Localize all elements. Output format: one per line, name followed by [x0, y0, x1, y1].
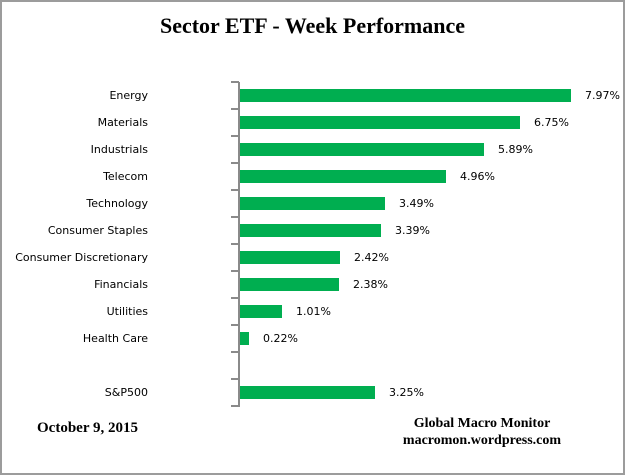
axis-tick: [231, 81, 239, 83]
chart-title: Sector ETF - Week Performance: [159, 13, 466, 38]
value-label: 3.49%: [399, 197, 434, 210]
bar: [240, 170, 446, 183]
category-label: Utilities: [106, 305, 148, 318]
axis-tick: [231, 297, 239, 299]
axis-tick: [231, 189, 239, 191]
bar: [240, 224, 381, 237]
bar: [240, 386, 375, 399]
axis-tick: [231, 270, 239, 272]
axis-tick: [231, 378, 239, 380]
axis-tick: [231, 351, 239, 353]
category-label: Telecom: [103, 170, 148, 183]
bar: [240, 89, 571, 102]
category-label: Consumer Discretionary: [15, 251, 148, 264]
value-label: 3.25%: [389, 386, 424, 399]
bar: [240, 143, 484, 156]
axis-tick: [231, 108, 239, 110]
bar: [240, 251, 340, 264]
value-label: 2.38%: [353, 278, 388, 291]
category-label: Technology: [86, 197, 148, 210]
category-label: Industrials: [90, 143, 148, 156]
value-label: 2.42%: [354, 251, 389, 264]
bar: [240, 278, 339, 291]
value-label: 3.39%: [395, 224, 430, 237]
axis-tick: [231, 162, 239, 164]
value-label: 7.97%: [585, 89, 620, 102]
category-label: Financials: [94, 278, 148, 291]
category-label: Materials: [97, 116, 148, 129]
bar: [240, 197, 385, 210]
bar: [240, 332, 249, 345]
source-name: Global Macro Monitor: [413, 416, 551, 431]
axis-tick: [231, 405, 239, 407]
value-label: 4.96%: [460, 170, 495, 183]
category-label: Consumer Staples: [47, 224, 148, 237]
axis-tick: [231, 216, 239, 218]
value-label: 1.01%: [296, 305, 331, 318]
axis-tick: [231, 324, 239, 326]
value-label: 5.89%: [498, 143, 533, 156]
source-url: macromon.wordpress.com: [402, 433, 562, 448]
bar: [240, 305, 282, 318]
value-label: 6.75%: [534, 116, 569, 129]
footer-source: Global Macro Monitor macromon.wordpress.…: [357, 415, 607, 449]
y-axis-line: [238, 82, 240, 407]
category-label: S&P500: [104, 386, 148, 399]
footer-date: October 9, 2015: [37, 420, 138, 436]
category-label: Energy: [109, 89, 148, 102]
category-label: Health Care: [82, 332, 148, 345]
bar: [240, 116, 520, 129]
value-label: 0.22%: [263, 332, 298, 345]
axis-tick: [231, 135, 239, 137]
axis-tick: [231, 243, 239, 245]
